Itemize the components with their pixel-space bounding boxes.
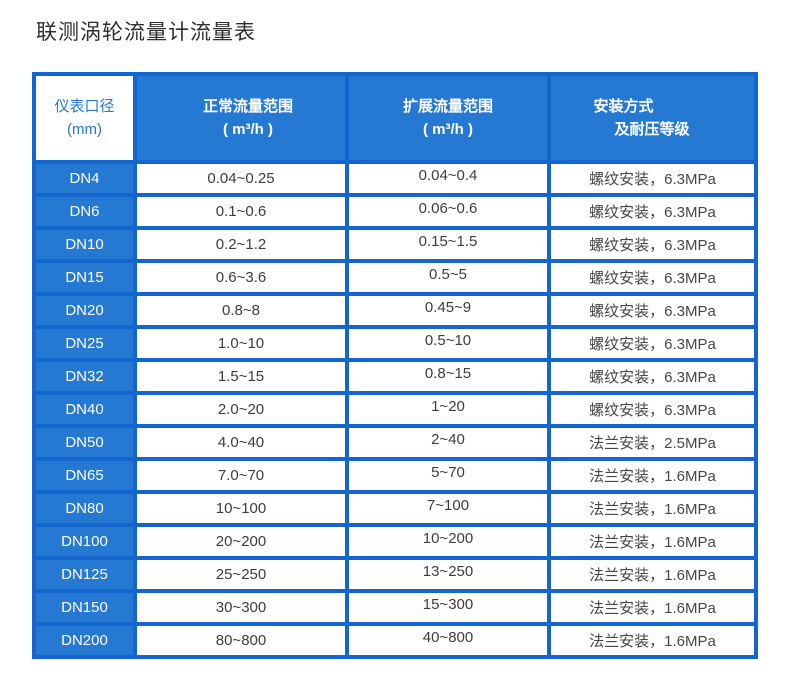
column-header-diameter-unit: (mm) <box>67 121 102 138</box>
cell-installation: 法兰安装，2.5MPa <box>551 428 754 457</box>
page-title: 联测涡轮流量计流量表 <box>36 21 256 44</box>
table-header-row: 仪表口径 (mm) 正常流量范围 ( m³/h ) 扩展流量范围 ( m³/h … <box>36 76 754 160</box>
cell-normal-range: 2.0~20 <box>137 395 345 424</box>
row-diameter-label: DN200 <box>36 626 133 655</box>
column-header-normal-range: 正常流量范围 ( m³/h ) <box>137 76 345 160</box>
table-body: DN4 0.04~0.25 0.04~0.4 螺纹安装，6.3MPa DN6 0… <box>36 164 754 655</box>
cell-extended-range: 0.04~0.4 <box>349 164 547 193</box>
column-header-installation-line1: 安装方式 <box>593 98 654 115</box>
cell-extended-range: 40~800 <box>349 626 547 655</box>
cell-installation: 法兰安装，1.6MPa <box>551 593 754 622</box>
cell-normal-range: 0.1~0.6 <box>137 197 345 226</box>
table-row: DN50 4.0~40 2~40 法兰安装，2.5MPa <box>36 428 754 457</box>
table-row: DN125 25~250 13~250 法兰安装，1.6MPa <box>36 560 754 589</box>
row-diameter-label: DN6 <box>36 197 133 226</box>
cell-installation: 法兰安装，1.6MPa <box>551 494 754 523</box>
table-row: DN65 7.0~70 5~70 法兰安装，1.6MPa <box>36 461 754 490</box>
cell-extended-range: 0.45~9 <box>349 296 547 325</box>
cell-normal-range: 0.8~8 <box>137 296 345 325</box>
row-diameter-label: DN25 <box>36 329 133 358</box>
table-row: DN100 20~200 10~200 法兰安装，1.6MPa <box>36 527 754 556</box>
table-row: DN200 80~800 40~800 法兰安装，1.6MPa <box>36 626 754 655</box>
cell-extended-range: 7~100 <box>349 494 547 523</box>
table-row: DN15 0.6~3.6 0.5~5 螺纹安装，6.3MPa <box>36 263 754 292</box>
cell-installation: 法兰安装，1.6MPa <box>551 527 754 556</box>
cell-extended-range: 2~40 <box>349 428 547 457</box>
cell-extended-range: 5~70 <box>349 461 547 490</box>
cell-installation: 螺纹安装，6.3MPa <box>551 197 754 226</box>
cell-installation: 法兰安装，1.6MPa <box>551 461 754 490</box>
row-diameter-label: DN15 <box>36 263 133 292</box>
table-row: DN20 0.8~8 0.45~9 螺纹安装，6.3MPa <box>36 296 754 325</box>
column-header-extended-range-line1: 扩展流量范围 <box>402 98 493 115</box>
column-header-extended-range: 扩展流量范围 ( m³/h ) <box>349 76 547 160</box>
cell-normal-range: 0.2~1.2 <box>137 230 345 259</box>
column-header-installation-line2: 及耐压等级 <box>614 121 690 138</box>
row-diameter-label: DN4 <box>36 164 133 193</box>
table-row: DN32 1.5~15 0.8~15 螺纹安装，6.3MPa <box>36 362 754 391</box>
cell-normal-range: 1.5~15 <box>137 362 345 391</box>
cell-extended-range: 0.8~15 <box>349 362 547 391</box>
row-diameter-label: DN150 <box>36 593 133 622</box>
table-row: DN4 0.04~0.25 0.04~0.4 螺纹安装，6.3MPa <box>36 164 754 193</box>
cell-extended-range: 13~250 <box>349 560 547 589</box>
row-diameter-label: DN40 <box>36 395 133 424</box>
cell-normal-range: 0.6~3.6 <box>137 263 345 292</box>
cell-normal-range: 80~800 <box>137 626 345 655</box>
cell-normal-range: 30~300 <box>137 593 345 622</box>
column-header-diameter: 仪表口径 (mm) <box>36 76 133 160</box>
row-diameter-label: DN65 <box>36 461 133 490</box>
table-row: DN80 10~100 7~100 法兰安装，1.6MPa <box>36 494 754 523</box>
cell-extended-range: 15~300 <box>349 593 547 622</box>
table-row: DN25 1.0~10 0.5~10 螺纹安装，6.3MPa <box>36 329 754 358</box>
cell-extended-range: 0.5~5 <box>349 263 547 292</box>
table-row: DN6 0.1~0.6 0.06~0.6 螺纹安装，6.3MPa <box>36 197 754 226</box>
row-diameter-label: DN100 <box>36 527 133 556</box>
row-diameter-label: DN50 <box>36 428 133 457</box>
column-header-extended-range-unit: ( m³/h ) <box>423 121 473 138</box>
cell-extended-range: 0.5~10 <box>349 329 547 358</box>
cell-extended-range: 0.06~0.6 <box>349 197 547 226</box>
cell-installation: 法兰安装，1.6MPa <box>551 626 754 655</box>
cell-installation: 螺纹安装，6.3MPa <box>551 296 754 325</box>
column-header-diameter-line1: 仪表口径 <box>54 98 115 115</box>
row-diameter-label: DN125 <box>36 560 133 589</box>
column-header-normal-range-line1: 正常流量范围 <box>202 98 293 115</box>
cell-extended-range: 0.15~1.5 <box>349 230 547 259</box>
cell-normal-range: 1.0~10 <box>137 329 345 358</box>
column-header-normal-range-unit: ( m³/h ) <box>223 121 273 138</box>
row-diameter-label: DN10 <box>36 230 133 259</box>
cell-installation: 螺纹安装，6.3MPa <box>551 395 754 424</box>
cell-installation: 螺纹安装，6.3MPa <box>551 164 754 193</box>
row-diameter-label: DN20 <box>36 296 133 325</box>
row-diameter-label: DN32 <box>36 362 133 391</box>
table-row: DN150 30~300 15~300 法兰安装，1.6MPa <box>36 593 754 622</box>
cell-normal-range: 10~100 <box>137 494 345 523</box>
flow-range-table: 仪表口径 (mm) 正常流量范围 ( m³/h ) 扩展流量范围 ( m³/h … <box>32 72 758 659</box>
cell-installation: 螺纹安装，6.3MPa <box>551 329 754 358</box>
cell-installation: 螺纹安装，6.3MPa <box>551 263 754 292</box>
cell-normal-range: 25~250 <box>137 560 345 589</box>
column-header-installation: 安装方式 及耐压等级 <box>551 76 754 160</box>
table-row: DN40 2.0~20 1~20 螺纹安装，6.3MPa <box>36 395 754 424</box>
cell-installation: 法兰安装，1.6MPa <box>551 560 754 589</box>
cell-normal-range: 7.0~70 <box>137 461 345 490</box>
cell-normal-range: 4.0~40 <box>137 428 345 457</box>
cell-installation: 螺纹安装，6.3MPa <box>551 230 754 259</box>
cell-installation: 螺纹安装，6.3MPa <box>551 362 754 391</box>
cell-normal-range: 0.04~0.25 <box>137 164 345 193</box>
cell-extended-range: 10~200 <box>349 527 547 556</box>
cell-extended-range: 1~20 <box>349 395 547 424</box>
cell-normal-range: 20~200 <box>137 527 345 556</box>
row-diameter-label: DN80 <box>36 494 133 523</box>
table-row: DN10 0.2~1.2 0.15~1.5 螺纹安装，6.3MPa <box>36 230 754 259</box>
